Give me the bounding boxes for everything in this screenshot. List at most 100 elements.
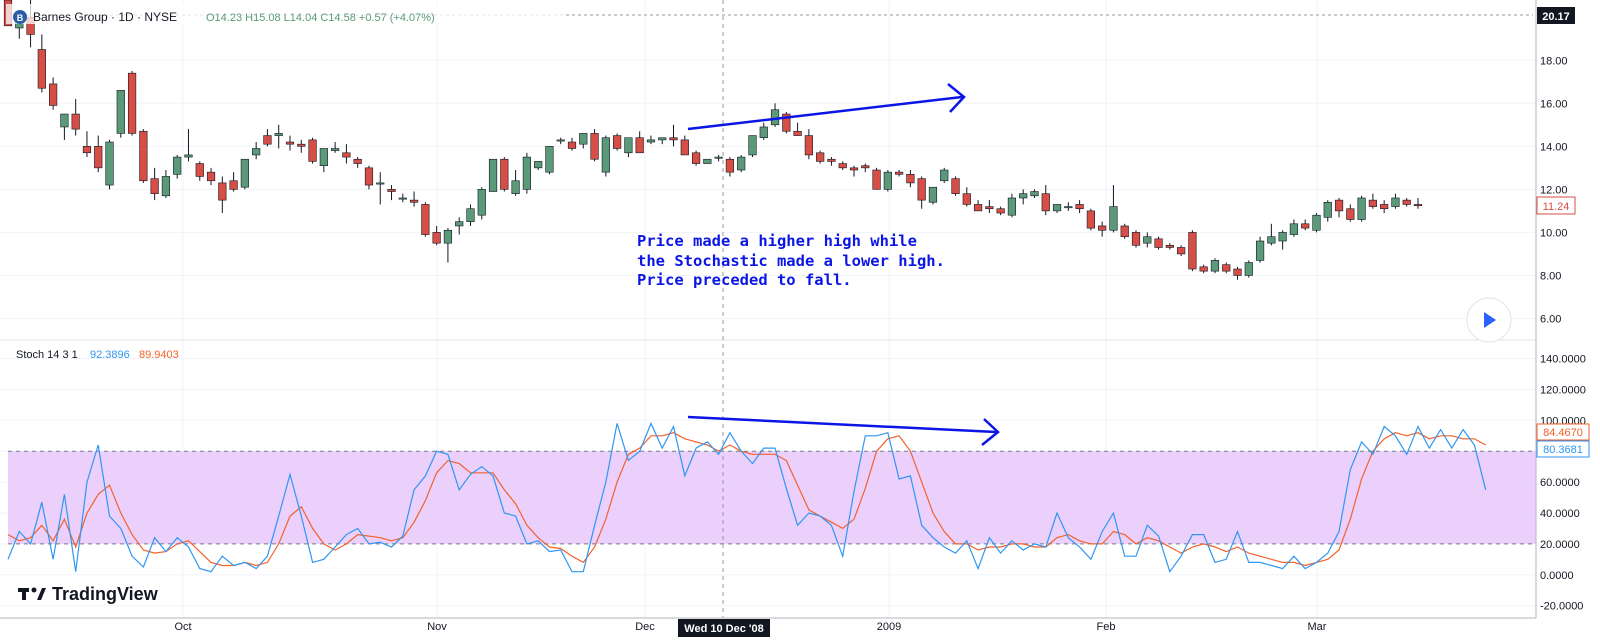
candle	[1075, 200, 1084, 214]
symbol-badge-letter: B	[17, 13, 24, 23]
candle	[646, 135, 656, 145]
candle	[996, 206, 1005, 216]
ohlc-values: O14.23 H15.08 L14.04 C14.58 +0.57 (+4.07…	[206, 12, 435, 24]
candle	[579, 133, 588, 149]
candle	[1323, 200, 1332, 222]
candle	[1267, 223, 1276, 246]
candle	[940, 167, 949, 183]
candle	[669, 124, 678, 147]
candle	[1143, 232, 1152, 248]
candle	[1301, 219, 1310, 231]
stoch-d-badge-text: 80.3681	[1543, 444, 1583, 456]
candle	[567, 137, 577, 151]
last-price-badge	[1536, 196, 1576, 215]
candle	[488, 158, 498, 192]
stoch-pane[interactable]	[0, 358, 1536, 607]
candle	[1278, 230, 1287, 250]
stoch-axis-label: 120.0000	[1540, 384, 1586, 396]
candle	[714, 154, 723, 162]
last-price-badge-text: 11.24	[1543, 201, 1570, 213]
candle	[127, 71, 137, 136]
candle	[206, 167, 216, 186]
candle	[1064, 202, 1073, 211]
candle	[849, 165, 859, 177]
candle	[161, 170, 171, 198]
symbol-badge-icon	[13, 10, 27, 24]
time-label-2009: 2009	[877, 621, 901, 633]
candle	[263, 129, 272, 147]
price-axis-label: 14.00	[1540, 141, 1568, 153]
candle	[545, 146, 554, 175]
candle	[139, 129, 148, 183]
candle	[1244, 260, 1253, 278]
candle	[658, 137, 667, 145]
candle	[534, 161, 543, 170]
candle	[725, 157, 735, 177]
candle	[285, 135, 295, 151]
time-label-oct: Oct	[174, 621, 191, 633]
symbol-title[interactable]: Barnes Group · 1D · NYSE	[33, 10, 177, 24]
price-pane[interactable]	[0, 0, 1536, 319]
candle	[1041, 185, 1050, 216]
stoch-axis-label: 0.0000	[1540, 570, 1574, 582]
candle	[827, 157, 836, 166]
candle	[455, 217, 464, 235]
price-axis-label: 16.00	[1540, 98, 1568, 110]
candle	[1222, 262, 1231, 274]
stoch-axis[interactable]: -20.00000.000020.000040.000060.000080.00…	[1536, 354, 1590, 613]
candle	[1131, 230, 1141, 248]
candle	[195, 161, 204, 181]
candle	[376, 172, 385, 205]
symbol-header[interactable]: B Barnes Group · 1D · NYSE O14.23 H15.08…	[6, 4, 566, 24]
price-trend-arrow[interactable]	[687, 83, 966, 131]
candle	[782, 111, 791, 134]
candle	[1177, 245, 1186, 257]
tradingview-logo[interactable]: TradingView	[18, 584, 159, 604]
candle	[1289, 219, 1299, 237]
candle	[252, 142, 261, 160]
candle	[703, 158, 712, 164]
candle	[793, 122, 802, 136]
candle	[1312, 213, 1321, 233]
stoch-axis-label: 40.0000	[1540, 508, 1580, 520]
annotation-line-2: the Stochastic made a lower high.	[637, 252, 945, 270]
candle	[861, 163, 870, 173]
stoch-trend-arrow[interactable]	[687, 415, 1000, 446]
candle	[1188, 230, 1197, 272]
stoch-indicator-name[interactable]: Stoch 14 3 1	[16, 349, 78, 361]
candle	[1052, 204, 1062, 214]
candle	[477, 187, 486, 220]
replay-play-button[interactable]	[1466, 297, 1512, 343]
candle	[466, 204, 475, 226]
candle	[297, 139, 306, 153]
candle	[917, 176, 926, 209]
time-axis[interactable]: Oct Nov Dec 2009 Feb Mar Wed 10 Dec '08	[0, 617, 1536, 637]
candles	[3, 0, 1423, 280]
candle	[804, 129, 813, 160]
candle	[883, 170, 892, 192]
candle	[1368, 193, 1377, 209]
candle	[1086, 208, 1095, 231]
stoch-axis-label: 140.0000	[1540, 354, 1586, 366]
candle	[680, 135, 689, 156]
candle	[556, 137, 565, 145]
candle	[82, 131, 92, 158]
candle	[951, 176, 960, 196]
candle	[173, 154, 182, 179]
candle	[928, 186, 938, 205]
candle	[1210, 258, 1220, 274]
time-label-feb: Feb	[1097, 621, 1116, 633]
crosshair-date-badge	[678, 619, 770, 637]
candle	[105, 139, 114, 190]
current-high-badge-text: 20.17	[1542, 11, 1570, 23]
candle	[522, 152, 531, 194]
candle	[240, 158, 249, 190]
stoch-d-badge	[1536, 440, 1590, 458]
candle	[421, 202, 430, 237]
candle	[229, 172, 238, 192]
candle	[342, 144, 351, 164]
candle	[635, 131, 644, 154]
stoch-legend[interactable]: Stoch 14 3 1 92.3896 89.9403	[16, 349, 179, 361]
candle	[895, 170, 904, 177]
